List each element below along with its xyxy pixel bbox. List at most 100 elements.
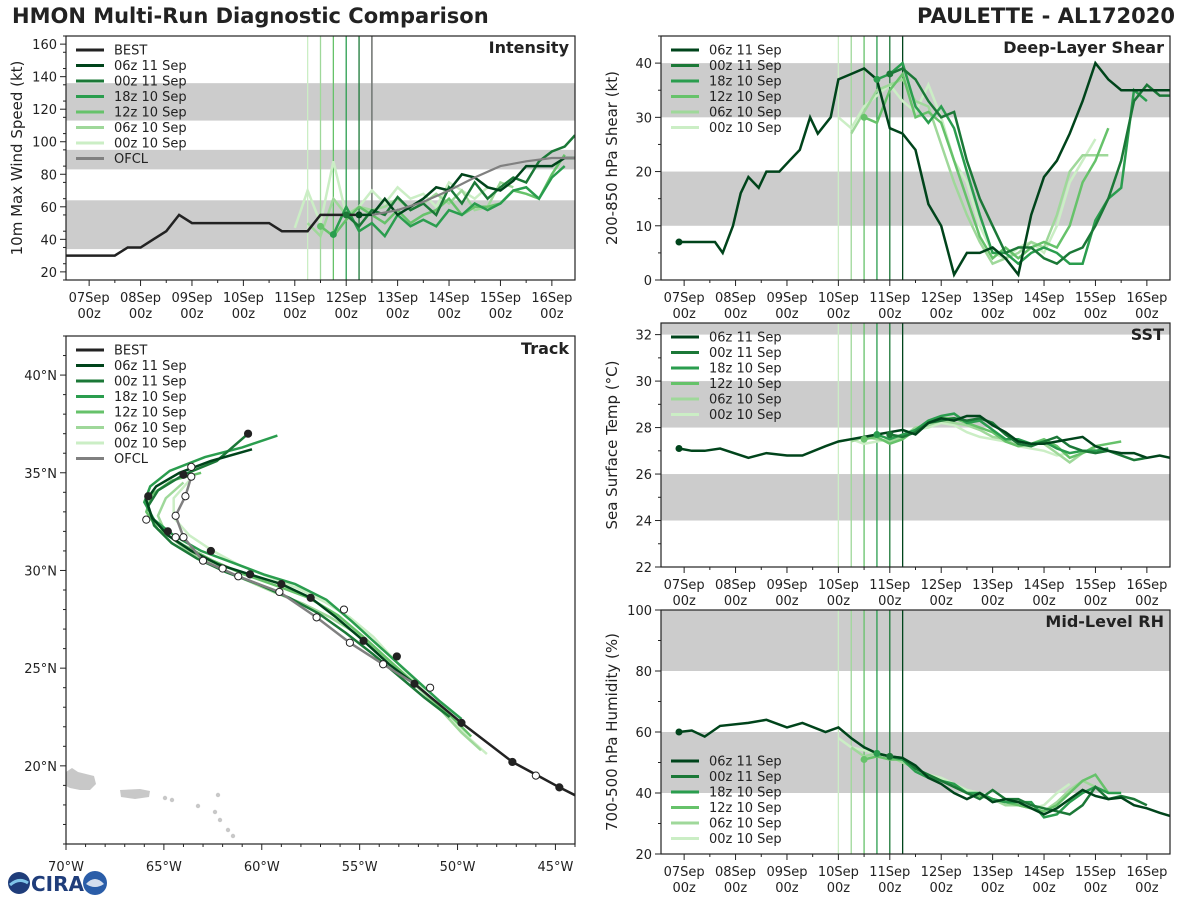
shaded-band <box>661 474 1170 521</box>
x-tick-label: 00z <box>180 307 204 322</box>
x-tick-label: 00z <box>1032 881 1056 896</box>
x-tick-label: 00z <box>827 881 851 896</box>
x-tick-label: 00z <box>1032 594 1056 609</box>
x-tick-label: 00z <box>1084 307 1108 322</box>
x-tick-label: 11Sep <box>869 291 910 306</box>
track-position-marker <box>206 546 215 556</box>
y-tick-label: 20 <box>635 166 652 181</box>
y-tick-label: 140 <box>32 71 57 86</box>
track-position-marker <box>379 660 388 669</box>
init-point <box>873 75 881 83</box>
y-tick-label: 40 <box>635 57 652 72</box>
track-position-marker <box>179 470 188 479</box>
x-tick-label: 16Sep <box>1126 291 1167 306</box>
series-line-ofcl <box>371 156 575 216</box>
x-tick-label: 00z <box>775 307 799 322</box>
x-tick-label: 14Sep <box>1024 291 1065 306</box>
legend-label: 00z 11 Sep <box>114 375 187 390</box>
init-point <box>675 444 683 452</box>
track-line-18z-10-sep <box>142 434 463 720</box>
legend-label: 06z 10 Sep <box>709 817 782 832</box>
init-point <box>675 728 683 736</box>
y-tick-label: 26 <box>635 468 652 483</box>
x-tick-label: 00z <box>827 594 851 609</box>
init-point <box>860 435 868 443</box>
track-position-marker <box>187 462 196 472</box>
legend-label: 06z 11 Sep <box>709 331 782 346</box>
track-position-marker <box>275 587 284 597</box>
x-tick-label: 00z <box>437 307 461 322</box>
track-position-marker <box>426 683 435 692</box>
y-axis-label: Sea Surface Temp (°C) <box>603 360 621 529</box>
x-tick-label: 00z <box>878 307 902 322</box>
track-position-marker <box>306 593 315 602</box>
legend-label: 18z 10 Sep <box>114 390 187 405</box>
y-axis-label: 700-500 hPa Humidity (%) <box>603 633 621 831</box>
x-tick-label: 00z <box>1135 594 1159 609</box>
x-tick-label: 15Sep <box>480 291 521 306</box>
x-tick-label: 07Sep <box>664 865 705 880</box>
track-position-marker <box>245 570 255 579</box>
track-position-marker <box>179 533 188 542</box>
legend-label: 00z 10 Sep <box>709 408 782 423</box>
legend-label: 18z 10 Sep <box>709 786 782 801</box>
x-tick-label: 13Sep <box>972 578 1013 593</box>
x-tick-label: 16Sep <box>531 291 572 306</box>
init-point <box>317 222 324 230</box>
legend-label: 06z 10 Sep <box>709 106 782 121</box>
legend-label: 06z 11 Sep <box>709 755 782 770</box>
island-landmass <box>215 792 221 798</box>
legend-label: 00z 11 Sep <box>709 59 782 74</box>
y-tick-label: 10 <box>635 220 652 235</box>
legend-label: 12z 10 Sep <box>709 90 782 105</box>
legend-label: BEST <box>114 44 147 59</box>
track-position-marker <box>555 783 564 792</box>
track-position-marker <box>243 429 253 438</box>
intensity-panel: 2040608010012014016007Sep00z08Sep00z09Se… <box>8 35 576 322</box>
track-position-marker <box>171 511 180 520</box>
track-position-marker <box>171 533 180 542</box>
x-tick-label: 10Sep <box>818 865 859 880</box>
shaded-band <box>661 381 1170 428</box>
x-tick-label: 00z <box>775 594 799 609</box>
island-landmass <box>169 797 175 803</box>
init-point <box>342 211 350 219</box>
legend-label: 00z 10 Sep <box>114 437 187 452</box>
series-line-06z-11-sep <box>678 718 1170 818</box>
panel-title: Deep-Layer Shear <box>1003 38 1164 57</box>
init-point <box>886 431 894 439</box>
series-line-00z-10-sep <box>838 421 1070 457</box>
track-position-marker <box>339 605 349 614</box>
y-tick-label: 22 <box>635 561 652 576</box>
x-tick-label: 00z <box>724 594 748 609</box>
legend-label: 06z 11 Sep <box>114 59 187 74</box>
track-position-marker <box>187 472 196 481</box>
series-line-06z-11-sep <box>679 60 1170 278</box>
x-tick-label: 12Sep <box>921 865 962 880</box>
y-tick-label: 40 <box>635 787 652 802</box>
track-line-best <box>413 682 575 797</box>
legend-label: 00z 10 Sep <box>709 121 782 136</box>
x-tick-label: 00z <box>878 594 902 609</box>
series-line-00z-11-sep <box>889 67 1170 266</box>
island-landmass <box>230 833 236 839</box>
y-tick-label: 80 <box>40 168 57 183</box>
y-tick-label: 80 <box>635 665 652 680</box>
longitude-tick-label: 65°W <box>146 860 182 875</box>
y-tick-label: 20 <box>40 266 57 281</box>
longitude-tick-label: 70°W <box>48 860 84 875</box>
seal-wave <box>86 879 104 887</box>
y-tick-label: 100 <box>32 136 57 151</box>
init-point <box>329 230 337 238</box>
y-tick-label: 120 <box>32 103 57 118</box>
init-point <box>860 755 868 763</box>
track-position-marker <box>218 564 227 573</box>
x-tick-label: 00z <box>930 594 954 609</box>
track-position-marker <box>410 679 419 688</box>
y-tick-label: 100 <box>627 604 652 619</box>
legend-label: 06z 10 Sep <box>114 121 187 136</box>
x-tick-label: 00z <box>775 881 799 896</box>
x-tick-label: 13Sep <box>972 291 1013 306</box>
x-tick-label: 09Sep <box>766 578 807 593</box>
series-line-12z-10-sep <box>863 71 1110 261</box>
